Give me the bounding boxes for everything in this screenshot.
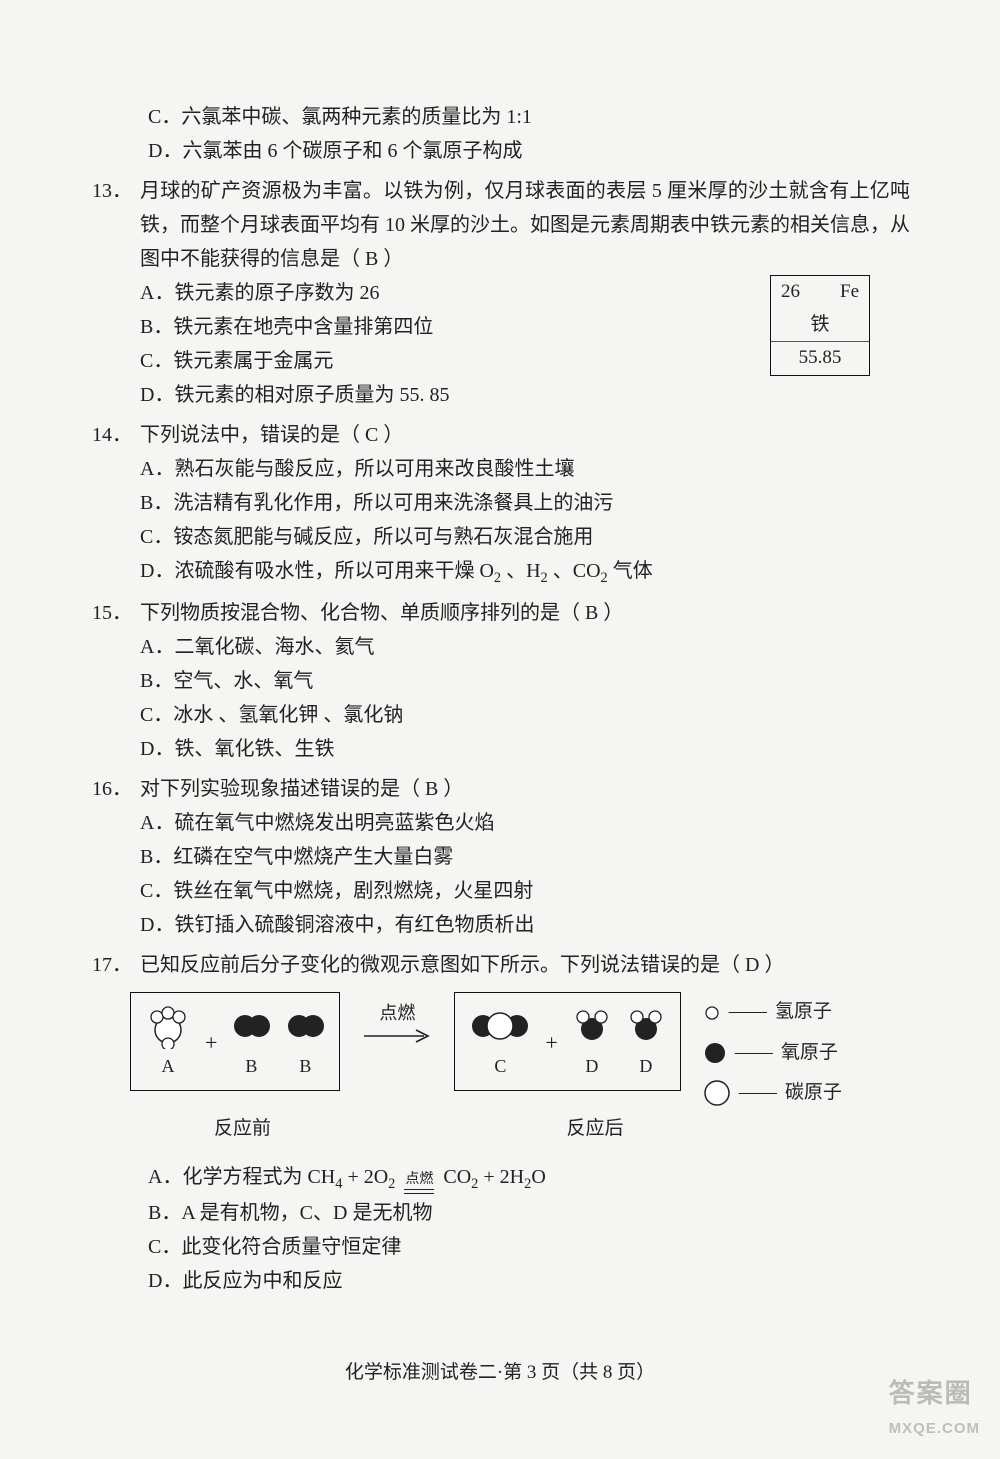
q15-number: 15． xyxy=(90,596,140,766)
q17-option-c: C．此变化符合质量守恒定律 xyxy=(90,1230,910,1264)
c-atom-icon xyxy=(703,1079,731,1107)
h2o-icon xyxy=(626,1003,666,1049)
legend-o: 氧原子 xyxy=(781,1037,838,1069)
element-mass: 55.85 xyxy=(771,341,869,375)
q14-option-d: D．浓硫酸有吸水性，所以可用来干燥 O2 、H2 、CO2 气体 xyxy=(140,554,910,590)
q12-option-d: D．六氯苯由 6 个碳原子和 6 个氯原子构成 xyxy=(90,134,910,168)
q14-number: 14． xyxy=(90,418,140,590)
molecule-b1: B xyxy=(231,1003,271,1082)
molecule-c: C xyxy=(469,1003,531,1082)
q13-option-d: D．铁元素的相对原子质量为 55. 85 xyxy=(140,378,910,412)
q15-option-d: D．铁、氧化铁、生铁 xyxy=(140,732,910,766)
co2-icon xyxy=(469,1003,531,1049)
q13-stem: 月球的矿产资源极为丰富。以铁为例，仅月球表面的表层 5 厘米厚的沙土就含有上亿吨… xyxy=(140,174,910,276)
q17-option-a: A．化学方程式为 CH4 + 2O2 点燃 CO2 + 2H2O xyxy=(90,1160,910,1196)
q14-option-c: C．铵态氮肥能与碱反应，所以可与熟石灰混合施用 xyxy=(140,520,910,554)
h2o-icon xyxy=(572,1003,612,1049)
legend-c: 碳原子 xyxy=(785,1077,842,1109)
molecule-a: A xyxy=(145,1003,191,1082)
page-footer: 化学标准测试卷二·第 3 页（共 8 页） xyxy=(0,1357,1000,1389)
q15-stem: 下列物质按混合物、化合物、单质顺序排列的是（ B ） xyxy=(140,596,910,630)
q14-stem: 下列说法中，错误的是（ C ） xyxy=(140,418,910,452)
q16-option-d: D．铁钉插入硫酸铜溶液中，有红色物质析出 xyxy=(140,908,910,942)
reactants-box: A + B B xyxy=(130,992,340,1091)
question-14: 14． 下列说法中，错误的是（ C ） A．熟石灰能与酸反应，所以可用来改良酸性… xyxy=(90,418,910,590)
element-number: 26 xyxy=(781,278,800,307)
element-box-iron: 26 Fe 铁 55.85 xyxy=(770,275,870,376)
q16-option-b: B．红磷在空气中燃烧产生大量白雾 xyxy=(140,840,910,874)
q13-number: 13． xyxy=(90,174,140,412)
diagram-captions: 反应前 反应后 xyxy=(130,1113,910,1145)
element-symbol: Fe xyxy=(840,278,859,307)
reaction-diagram: A + B B 点燃 xyxy=(130,992,910,1109)
q14-option-b: B．洗洁精有乳化作用，所以可用来洗涤餐具上的油污 xyxy=(140,486,910,520)
products-box: C + D D xyxy=(454,992,680,1091)
plus-icon: + xyxy=(205,1024,217,1061)
o2-icon xyxy=(285,1003,325,1049)
q14-option-a: A．熟石灰能与酸反应，所以可用来改良酸性土壤 xyxy=(140,452,910,486)
o2-icon xyxy=(231,1003,271,1049)
question-17: 17． 已知反应前后分子变化的微观示意图如下所示。下列说法错误的是（ D ） xyxy=(90,948,910,982)
q15-option-b: B．空气、水、氧气 xyxy=(140,664,910,698)
q17-option-b: B．A 是有机物，C、D 是无机物 xyxy=(90,1196,910,1230)
q12-option-c: C．六氯苯中碳、氯两种元素的质量比为 1:1 xyxy=(90,100,910,134)
q15-option-a: A．二氧化碳、海水、氦气 xyxy=(140,630,910,664)
question-15: 15． 下列物质按混合物、化合物、单质顺序排列的是（ B ） A．二氧化碳、海水… xyxy=(90,596,910,766)
q16-stem: 对下列实验现象描述错误的是（ B ） xyxy=(140,772,910,806)
watermark: 答案圈 MXQE.COM xyxy=(889,1371,980,1441)
q16-number: 16． xyxy=(90,772,140,942)
ch4-icon xyxy=(145,1003,191,1049)
q15-option-c: C．冰水 、氢氧化钾 、氯化钠 xyxy=(140,698,910,732)
q17-number: 17． xyxy=(90,948,140,982)
molecule-d1: D xyxy=(572,1003,612,1082)
arrow-icon xyxy=(362,1027,432,1045)
question-16: 16． 对下列实验现象描述错误的是（ B ） A．硫在氧气中燃烧发出明亮蓝紫色火… xyxy=(90,772,910,942)
atom-legend: ——氢原子 ——氧原子 ——碳原子 xyxy=(703,996,842,1109)
molecule-d2: D xyxy=(626,1003,666,1082)
q16-option-c: C．铁丝在氧气中燃烧，剧烈燃烧，火星四射 xyxy=(140,874,910,908)
legend-h: 氢原子 xyxy=(775,996,832,1028)
element-name: 铁 xyxy=(771,309,869,342)
q17-stem: 已知反应前后分子变化的微观示意图如下所示。下列说法错误的是（ D ） xyxy=(140,948,910,982)
reaction-arrow: 点燃 xyxy=(362,998,432,1045)
q17-option-d: D．此反应为中和反应 xyxy=(90,1264,910,1298)
molecule-b2: B xyxy=(285,1003,325,1082)
h-atom-icon xyxy=(703,1004,721,1022)
o-atom-icon xyxy=(703,1041,727,1065)
plus-icon: + xyxy=(545,1024,557,1061)
q16-option-a: A．硫在氧气中燃烧发出明亮蓝紫色火焰 xyxy=(140,806,910,840)
